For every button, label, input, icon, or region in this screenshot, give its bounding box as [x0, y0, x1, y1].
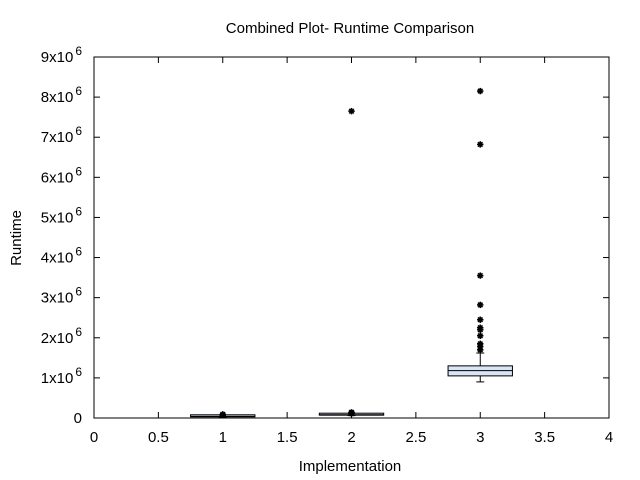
outlier-point — [477, 87, 484, 95]
y-tick-label: 0 — [74, 410, 82, 427]
y-tick-mantissa: 1x10 — [41, 370, 74, 387]
y-tick-mantissa: 7x10 — [41, 129, 74, 146]
chart-title: Combined Plot- Runtime Comparison — [226, 20, 474, 37]
y-tick-exponent: 6 — [75, 124, 82, 138]
outlier-point — [477, 340, 484, 347]
x-tick-label: 2 — [347, 429, 355, 446]
y-tick-label: 3x10 6 — [41, 285, 83, 307]
y-tick-label: 5x10 6 — [41, 204, 83, 226]
x-tick-label: 1.5 — [277, 429, 298, 446]
outlier-point — [219, 411, 226, 418]
y-tick-exponent: 6 — [75, 164, 82, 178]
y-tick-label: 4x10 6 — [41, 245, 83, 267]
y-axis-label: Runtime — [8, 210, 25, 266]
y-tick-exponent: 6 — [75, 84, 82, 98]
y-tick-exponent: 6 — [75, 325, 82, 339]
y-tick-label: 8x10 6 — [41, 84, 83, 106]
outlier-point — [477, 141, 484, 148]
x-tick-label: 2.5 — [405, 429, 426, 446]
x-tick-label: 0 — [90, 429, 98, 446]
box-plot-implementation-3 — [447, 352, 513, 383]
y-tick-mantissa: 0 — [74, 410, 82, 427]
y-tick-label: 2x10 6 — [41, 325, 83, 347]
y-tick-mantissa: 4x10 — [41, 250, 74, 267]
x-tick-label: 0.5 — [148, 429, 169, 446]
x-tick-label: 3 — [476, 429, 484, 446]
y-tick-exponent: 6 — [75, 44, 82, 58]
y-tick-mantissa: 6x10 — [41, 169, 74, 186]
outlier-point — [477, 316, 484, 323]
y-tick-mantissa: 5x10 — [41, 209, 74, 226]
x-tick-label: 3.5 — [534, 429, 555, 446]
y-tick-mantissa: 3x10 — [41, 290, 74, 307]
x-axis-label: Implementation — [299, 458, 402, 475]
outlier-point — [477, 332, 484, 339]
outlier-point — [477, 324, 484, 331]
outlier-point — [477, 301, 484, 309]
outlier-point — [348, 107, 355, 115]
y-tick-mantissa: 8x10 — [41, 89, 74, 106]
y-tick-exponent: 6 — [75, 204, 82, 218]
y-tick-mantissa: 2x10 — [41, 330, 74, 347]
y-tick-label: 6x10 6 — [41, 164, 83, 186]
y-tick-label: 9x10 6 — [41, 44, 83, 66]
x-tick-label: 4 — [605, 429, 613, 446]
y-tick-label: 1x10 6 — [41, 365, 83, 387]
y-tick-exponent: 6 — [75, 365, 82, 379]
outlier-point — [477, 272, 484, 279]
y-tick-exponent: 6 — [75, 245, 82, 259]
y-tick-label: 7x10 6 — [41, 124, 83, 146]
x-tick-label: 1 — [219, 429, 227, 446]
y-tick-exponent: 6 — [75, 285, 82, 299]
outlier-point — [348, 409, 355, 416]
y-tick-mantissa: 9x10 — [41, 49, 74, 66]
